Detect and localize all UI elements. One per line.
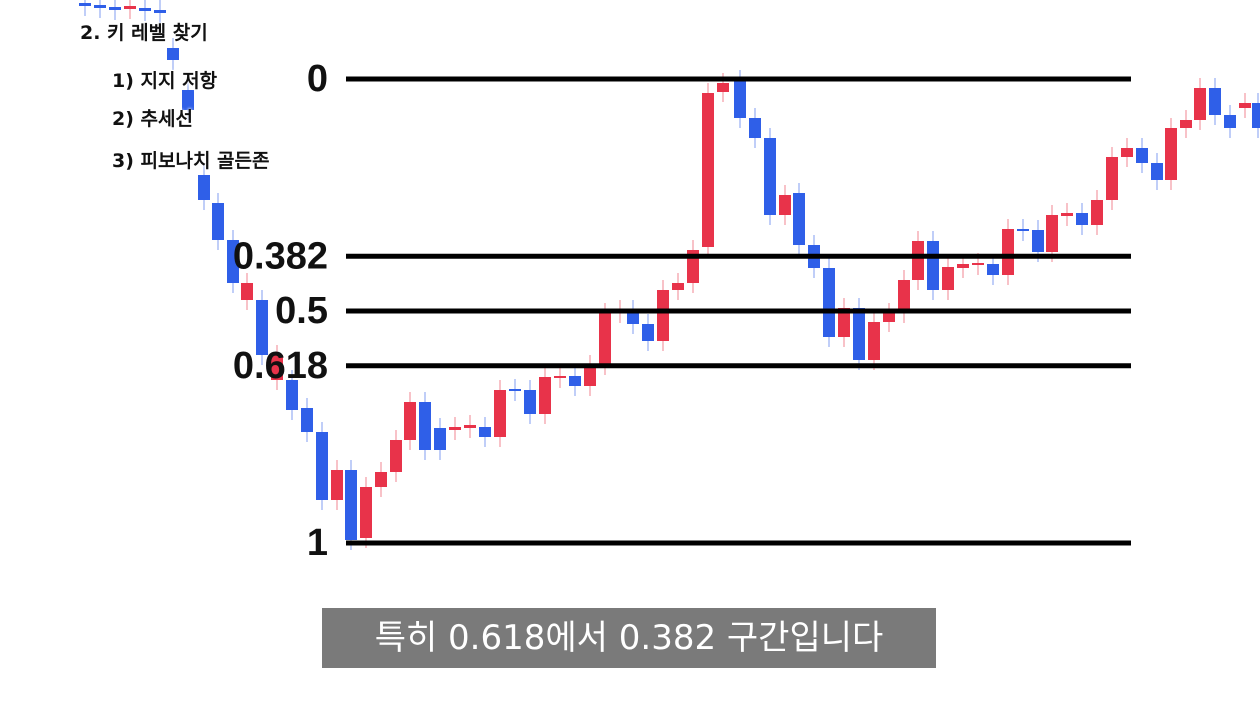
candle-body bbox=[182, 90, 194, 110]
candle-body bbox=[256, 300, 268, 355]
candle-body bbox=[599, 313, 611, 365]
candle-body bbox=[1136, 148, 1148, 163]
candle-body bbox=[734, 80, 746, 118]
candle-body bbox=[94, 5, 106, 8]
candle-body bbox=[419, 402, 431, 450]
candle-body bbox=[853, 308, 865, 360]
candle-body bbox=[569, 376, 581, 386]
candle-body bbox=[1224, 115, 1236, 128]
outline-title: 2. 키 레벨 찾기 bbox=[80, 22, 208, 44]
candle-body bbox=[79, 3, 91, 6]
candle-body bbox=[972, 263, 984, 265]
candle-body bbox=[479, 427, 491, 437]
candle-body bbox=[1180, 120, 1192, 128]
candle-body bbox=[702, 93, 714, 247]
candle-body bbox=[494, 390, 506, 437]
candle-body bbox=[390, 440, 402, 472]
candle-body bbox=[1165, 128, 1177, 180]
candle-body bbox=[838, 308, 850, 337]
candle-body bbox=[109, 7, 121, 10]
candle-body bbox=[1091, 200, 1103, 225]
candle-body bbox=[434, 428, 446, 450]
candle-body bbox=[139, 8, 151, 11]
candle-body bbox=[1151, 163, 1163, 180]
candle-body bbox=[823, 268, 835, 337]
candle-body bbox=[749, 118, 761, 138]
candle-body bbox=[331, 470, 343, 500]
fib-level-label: 0.382 bbox=[233, 235, 328, 277]
candle-body bbox=[1239, 103, 1251, 108]
candle-body bbox=[898, 280, 910, 313]
candle-body bbox=[167, 48, 179, 60]
outline-item: 2) 추세선 bbox=[112, 108, 193, 130]
candle-body bbox=[154, 10, 166, 13]
fib-level-label: 0.5 bbox=[275, 290, 328, 332]
candle-body bbox=[987, 264, 999, 275]
candle-body bbox=[584, 365, 596, 386]
candle-body bbox=[779, 195, 791, 215]
candle-body bbox=[198, 175, 210, 200]
fib-level-label: 0 bbox=[307, 58, 328, 100]
candle-body bbox=[1252, 103, 1260, 128]
candle-body bbox=[927, 241, 939, 290]
candle-body bbox=[717, 83, 729, 92]
candle-body bbox=[345, 470, 357, 540]
candle-body bbox=[1032, 230, 1044, 252]
candle-body bbox=[1002, 229, 1014, 275]
candle-body bbox=[554, 376, 566, 378]
candle-body bbox=[868, 322, 880, 360]
candle-body bbox=[1061, 213, 1073, 216]
candle-body bbox=[642, 324, 654, 341]
candle-body bbox=[942, 267, 954, 290]
candle-body bbox=[301, 408, 313, 432]
candle-body bbox=[404, 402, 416, 440]
outline-item: 1) 지지 저항 bbox=[112, 70, 218, 92]
candle-body bbox=[227, 240, 239, 283]
candle-body bbox=[764, 138, 776, 215]
candle-body bbox=[464, 425, 476, 428]
candle-body bbox=[793, 193, 805, 245]
caption: 특히 0.618에서 0.382 구간입니다 bbox=[322, 608, 936, 668]
candle-body bbox=[1046, 215, 1058, 252]
candle-body bbox=[1076, 213, 1088, 225]
candle-body bbox=[509, 389, 521, 391]
candle-body bbox=[449, 427, 461, 430]
fib-level-label: 0.618 bbox=[233, 345, 328, 387]
candle-body bbox=[286, 380, 298, 410]
candle-body bbox=[212, 203, 224, 240]
candle-body bbox=[912, 241, 924, 280]
candle-body bbox=[360, 487, 372, 538]
candle-body bbox=[241, 283, 253, 300]
candle-body bbox=[524, 390, 536, 414]
candle-body bbox=[124, 6, 136, 9]
candle-body bbox=[375, 472, 387, 487]
candle-body bbox=[883, 313, 895, 322]
fib-level-label: 1 bbox=[307, 522, 328, 564]
outline-item: 3) 피보나치 골든존 bbox=[112, 150, 270, 172]
candle-body bbox=[1194, 88, 1206, 120]
candle-body bbox=[539, 377, 551, 414]
candle-body bbox=[1209, 88, 1221, 115]
candle-body bbox=[1106, 157, 1118, 200]
candle-body bbox=[1121, 148, 1133, 157]
candle-body bbox=[957, 264, 969, 268]
candle-body bbox=[271, 355, 283, 380]
candle-body bbox=[672, 283, 684, 290]
candle-body bbox=[1017, 229, 1029, 231]
candle-body bbox=[316, 432, 328, 500]
candle-body bbox=[657, 290, 669, 341]
